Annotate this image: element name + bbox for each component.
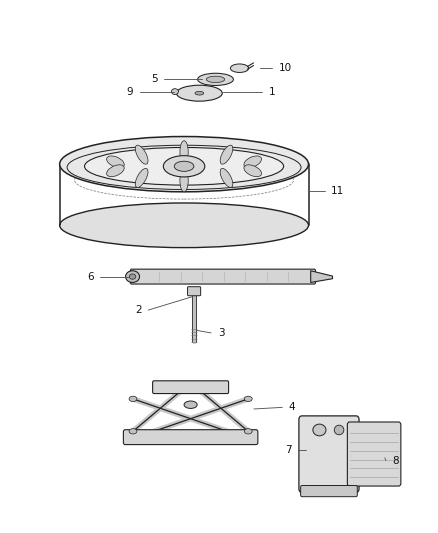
Ellipse shape bbox=[198, 73, 233, 85]
Ellipse shape bbox=[129, 274, 136, 279]
Ellipse shape bbox=[177, 85, 222, 101]
Polygon shape bbox=[311, 271, 332, 282]
Ellipse shape bbox=[85, 148, 284, 185]
Ellipse shape bbox=[230, 64, 249, 72]
Text: 2: 2 bbox=[135, 305, 142, 315]
Ellipse shape bbox=[334, 425, 344, 435]
Ellipse shape bbox=[163, 156, 205, 177]
Text: 6: 6 bbox=[87, 272, 94, 281]
Ellipse shape bbox=[129, 429, 137, 434]
FancyBboxPatch shape bbox=[187, 287, 201, 296]
Ellipse shape bbox=[129, 396, 137, 401]
Ellipse shape bbox=[220, 145, 233, 164]
Ellipse shape bbox=[106, 165, 124, 176]
Ellipse shape bbox=[313, 424, 326, 436]
FancyBboxPatch shape bbox=[124, 430, 258, 445]
FancyBboxPatch shape bbox=[347, 422, 401, 486]
Text: 7: 7 bbox=[285, 445, 292, 455]
FancyBboxPatch shape bbox=[131, 269, 315, 284]
Ellipse shape bbox=[244, 165, 261, 176]
Ellipse shape bbox=[220, 168, 233, 188]
Text: 1: 1 bbox=[268, 87, 275, 97]
Ellipse shape bbox=[206, 76, 225, 83]
FancyBboxPatch shape bbox=[300, 486, 357, 497]
Ellipse shape bbox=[135, 145, 148, 164]
Ellipse shape bbox=[244, 429, 252, 434]
Ellipse shape bbox=[174, 161, 194, 171]
Ellipse shape bbox=[135, 168, 148, 188]
FancyBboxPatch shape bbox=[152, 381, 229, 393]
Text: 10: 10 bbox=[279, 63, 292, 73]
Ellipse shape bbox=[244, 156, 261, 168]
Text: 8: 8 bbox=[392, 456, 399, 465]
Ellipse shape bbox=[184, 401, 197, 408]
Ellipse shape bbox=[106, 156, 124, 168]
Text: 3: 3 bbox=[218, 328, 224, 338]
Text: 9: 9 bbox=[126, 87, 133, 97]
FancyBboxPatch shape bbox=[299, 416, 359, 492]
Ellipse shape bbox=[60, 136, 308, 192]
Text: 4: 4 bbox=[289, 402, 296, 413]
Text: 5: 5 bbox=[151, 74, 158, 84]
Ellipse shape bbox=[180, 141, 188, 163]
Ellipse shape bbox=[180, 169, 188, 192]
Ellipse shape bbox=[126, 271, 140, 282]
Ellipse shape bbox=[171, 88, 178, 94]
Text: 11: 11 bbox=[331, 186, 344, 196]
Ellipse shape bbox=[244, 396, 252, 401]
Ellipse shape bbox=[60, 203, 308, 248]
Ellipse shape bbox=[195, 91, 204, 95]
